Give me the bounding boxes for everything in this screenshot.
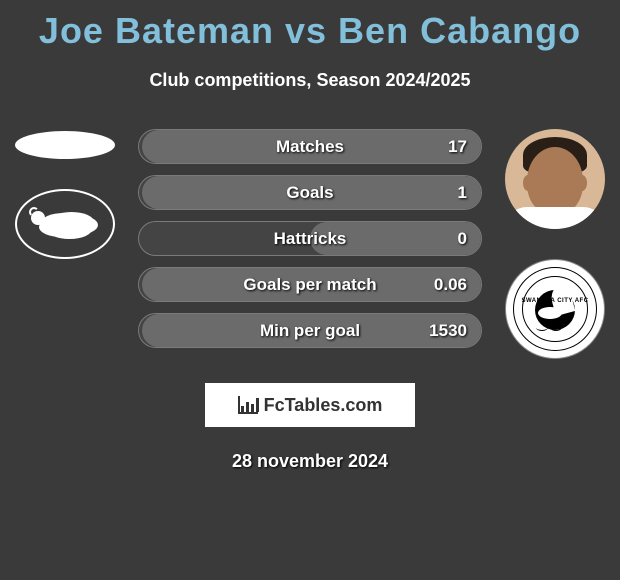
snapshot-date: 28 november 2024 — [0, 451, 620, 472]
fctables-icon — [238, 396, 258, 414]
stat-value-right: 0 — [458, 229, 467, 249]
stat-row: Goals 1 — [138, 175, 482, 210]
content-row: Matches 17 Goals 1 Hattricks 0 Goals per match… — [0, 129, 620, 359]
stat-row: Matches 17 — [138, 129, 482, 164]
stats-column: Matches 17 Goals 1 Hattricks 0 Goals per match… — [138, 129, 482, 348]
right-column: SWANSEA CITY AFC — [500, 129, 610, 359]
badge-ring-text: SWANSEA CITY AFC — [506, 298, 604, 304]
left-column — [10, 129, 120, 259]
player-right-photo — [505, 129, 605, 229]
comparison-card: Joe Bateman vs Ben Cabango Club competit… — [0, 0, 620, 472]
page-title: Joe Bateman vs Ben Cabango — [0, 0, 620, 52]
stat-value-right: 0.06 — [434, 275, 467, 295]
player-left-placeholder — [15, 131, 115, 159]
stat-label: Goals — [286, 183, 333, 203]
stat-value-right: 1530 — [429, 321, 467, 341]
derby-ram-icon — [35, 205, 95, 243]
stat-row: Min per goal 1530 — [138, 313, 482, 348]
club-badge-right: SWANSEA CITY AFC — [505, 259, 605, 359]
stat-value-right: 1 — [458, 183, 467, 203]
club-badge-left — [15, 189, 115, 259]
stat-label: Goals per match — [243, 275, 376, 295]
source-logo-text: FcTables.com — [264, 395, 383, 416]
stat-label: Matches — [276, 137, 344, 157]
subtitle: Club competitions, Season 2024/2025 — [0, 70, 620, 91]
source-logo[interactable]: FcTables.com — [205, 383, 415, 427]
stat-row: Hattricks 0 — [138, 221, 482, 256]
stat-label: Min per goal — [260, 321, 360, 341]
stat-row: Goals per match 0.06 — [138, 267, 482, 302]
stat-label: Hattricks — [274, 229, 347, 249]
stat-value-right: 17 — [448, 137, 467, 157]
